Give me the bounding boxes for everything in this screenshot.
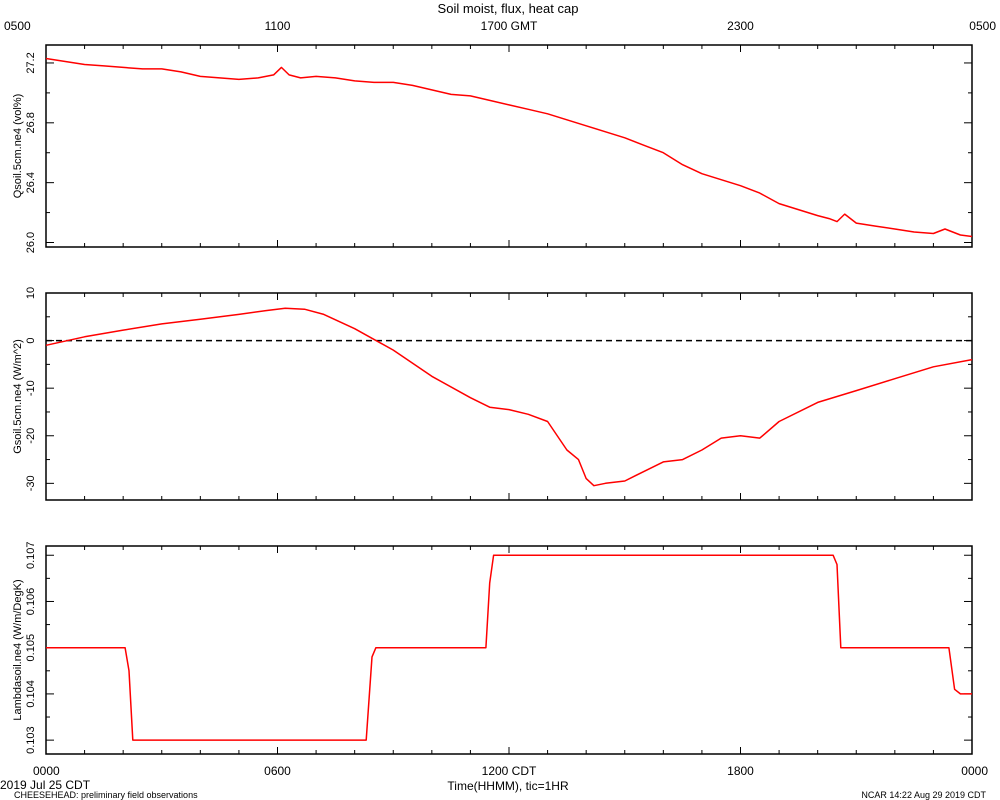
- y-tick-label: -20: [25, 428, 37, 444]
- top-tick-label: 1700 GMT: [481, 19, 538, 33]
- top-tick-label: 0500: [4, 19, 31, 33]
- y-tick-label: 0.103: [25, 726, 37, 754]
- plot-frame-soil-heat-flux: [45, 292, 973, 501]
- y-tick-label: 10: [25, 287, 37, 299]
- series-line-soil-conductivity: [46, 554, 972, 741]
- y-tick-label: 0.107: [25, 541, 37, 569]
- y-axis-label-soil-conductivity: Lambdasoil.ne4 (W/m/DegK): [12, 579, 24, 720]
- bottom-tick-label: 0600: [264, 764, 291, 778]
- y-tick-label: -10: [25, 380, 37, 396]
- top-tick-label: 0500: [969, 19, 996, 33]
- panel-soil-heat-flux: 10 0 -10 -20 -30 Gsoil.5cm.ne4 (W/m^2): [12, 287, 973, 501]
- bottom-tick-label: 1200 CDT: [482, 764, 537, 778]
- footer-credit: NCAR 14:22 Aug 29 2019 CDT: [861, 790, 986, 800]
- y-tick-label: 26.0: [25, 232, 37, 253]
- y-tick-label: 0.105: [25, 634, 37, 662]
- plot-frame-soil-moisture: [45, 44, 973, 248]
- bottom-tick-label: 0000: [33, 764, 60, 778]
- y-axis-label-soil-moisture: Qsoil.5cm.ne4 (vol%): [12, 94, 24, 199]
- chart-title: Soil moist, flux, heat cap: [438, 1, 579, 16]
- footer-date: 2019 Jul 25 CDT: [0, 778, 91, 792]
- plot-frame-soil-conductivity: [45, 545, 973, 755]
- top-tick-label: 2300: [727, 19, 754, 33]
- panel-soil-moisture: 26.0 26.4 26.8 27.2 Qsoil.5cm.ne4 (vol%): [12, 44, 973, 253]
- y-axis-label-soil-heat-flux: Gsoil.5cm.ne4 (W/m^2): [12, 339, 24, 454]
- y-tick-label: -30: [25, 475, 37, 491]
- y-tick-label: 26.4: [25, 172, 37, 193]
- x-axis-title: Time(HHMM), tic=1HR: [447, 779, 569, 793]
- y-tick-label: 0: [25, 338, 37, 344]
- y-tick-label: 0.104: [25, 680, 37, 708]
- y-tick-label: 26.8: [25, 112, 37, 133]
- top-time-axis: 0500 1100 1700 GMT 2300 0500: [4, 19, 996, 33]
- series-line-soil-heat-flux: [45, 307, 973, 487]
- y-tick-label: 27.2: [25, 52, 37, 73]
- bottom-tick-label: 1800: [727, 764, 754, 778]
- panel-soil-conductivity: 0.103 0.104 0.105 0.106 0.107Lambdasoil.ne4 …: [12, 541, 973, 755]
- top-tick-label: 1100: [265, 19, 291, 33]
- series-line-soil-moisture: [45, 57, 973, 238]
- bottom-tick-label: 0000: [961, 764, 988, 778]
- y-tick-label: 0.106: [25, 588, 37, 616]
- footer-project: CHEESEHEAD: preliminary field observatio…: [14, 790, 198, 800]
- bottom-time-axis: 0000 0600 1200 CDT 1800 0000: [33, 764, 988, 778]
